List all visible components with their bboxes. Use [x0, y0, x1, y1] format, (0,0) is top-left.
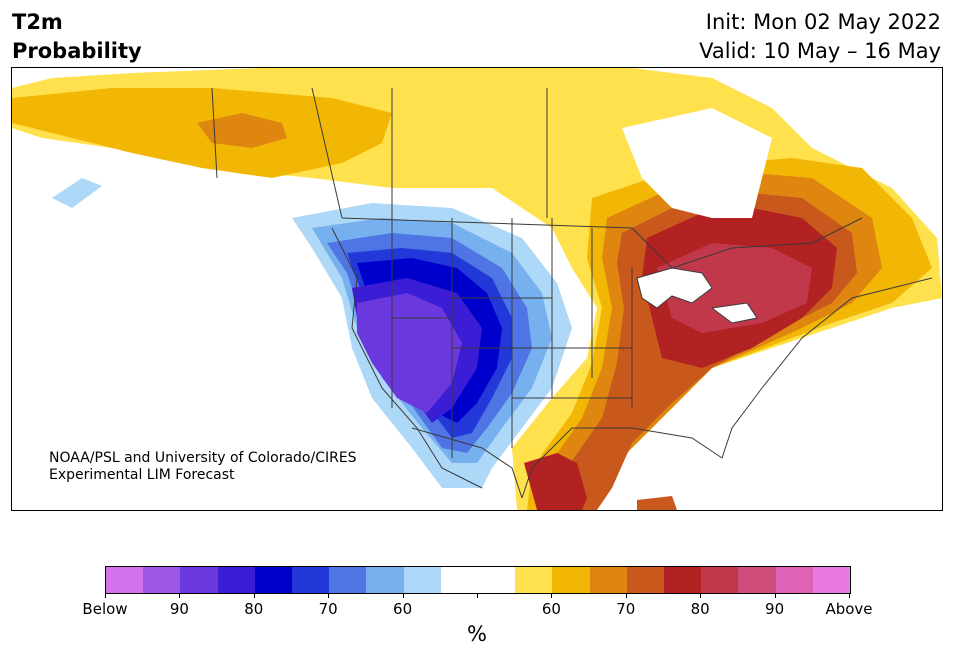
colorbar-tick-label: 90 [765, 600, 785, 618]
colorbar-segment [812, 567, 851, 593]
colorbar-tick [477, 593, 478, 598]
us-mexico-border [411, 427, 523, 499]
colorbar-tick [625, 593, 627, 598]
probability-colorbar [105, 566, 851, 594]
coastline-west [331, 227, 483, 489]
colorbar-tick-label: 60 [393, 600, 413, 618]
great-lakes [636, 267, 758, 324]
coastline-gulf [521, 277, 933, 499]
province-lines [211, 87, 548, 219]
colorbar-tick-label: 80 [244, 600, 264, 618]
colorbar-tick [700, 593, 702, 598]
region-above-65 [12, 88, 392, 178]
region-above-85 [657, 243, 812, 333]
colorbar-tick [253, 593, 255, 598]
credit-line-2: Experimental LIM Forecast [49, 467, 235, 483]
colorbar-segment [366, 567, 404, 593]
forecast-credit: NOAA/PSL and University of Colorado/CIRE… [49, 450, 357, 484]
lakes-and-borders [211, 87, 933, 499]
colorbar-tick-label: 70 [318, 600, 338, 618]
map-canvas [12, 68, 942, 510]
colorbar-tick-label: 80 [690, 600, 710, 618]
colorbar-segment [292, 567, 330, 593]
colorbar-segment [254, 567, 293, 593]
colorbar-tick [774, 593, 776, 598]
colorbar-tick [105, 593, 106, 598]
colorbar-segment [106, 567, 144, 593]
title-line-2: Probability [12, 39, 142, 63]
colorbar-segment [329, 567, 367, 593]
region-above-70-west [197, 113, 287, 148]
colorbar-segment [440, 567, 479, 593]
colorbar-segment [515, 567, 553, 593]
forecast-dates: Init: Mon 02 May 2022 Valid: 10 May – 16… [699, 8, 941, 66]
colorbar-tick [402, 593, 404, 598]
probability-map [11, 67, 943, 511]
colorbar-segment [180, 567, 218, 593]
colorbar-tick [328, 593, 330, 598]
colorbar-tick-label: Above [825, 600, 873, 618]
credit-line-1: NOAA/PSL and University of Colorado/CIRE… [49, 450, 357, 466]
valid-date: Valid: 10 May – 16 May [699, 39, 941, 63]
colorbar-tick [849, 593, 850, 598]
colorbar-segment [143, 567, 181, 593]
colorbar-tick [179, 593, 181, 598]
region-above-75-cuba [637, 496, 677, 510]
colorbar-segment [403, 567, 441, 593]
colorbar-segment [738, 567, 776, 593]
colorbar-tick-label: 70 [616, 600, 636, 618]
region-below-90 [357, 293, 462, 413]
hudson-bay [622, 108, 772, 218]
colorbar-tick-label: Below [82, 600, 128, 618]
colorbar-segment [478, 567, 516, 593]
colorbar-segment [589, 567, 627, 593]
colorbar-segment [701, 567, 739, 593]
cool-anomaly-regions [52, 178, 572, 488]
colorbar-segment [217, 567, 255, 593]
colorbar-unit: % [467, 622, 487, 646]
colorbar-segment [775, 567, 813, 593]
colorbar-segment [552, 567, 590, 593]
init-date: Init: Mon 02 May 2022 [705, 10, 941, 34]
colorbar-segment [626, 567, 665, 593]
colorbar-segment [664, 567, 702, 593]
canada-us-border [341, 217, 863, 269]
region-above-80-texas [524, 453, 587, 510]
title-line-1: T2m [12, 10, 63, 34]
map-title: T2m Probability [12, 8, 142, 66]
colorbar-tick-label: 90 [169, 600, 189, 618]
colorbar-tick-label: 60 [541, 600, 561, 618]
region-below-60-ak [52, 178, 102, 208]
colorbar-tick [551, 593, 553, 598]
state-lines [391, 178, 633, 458]
